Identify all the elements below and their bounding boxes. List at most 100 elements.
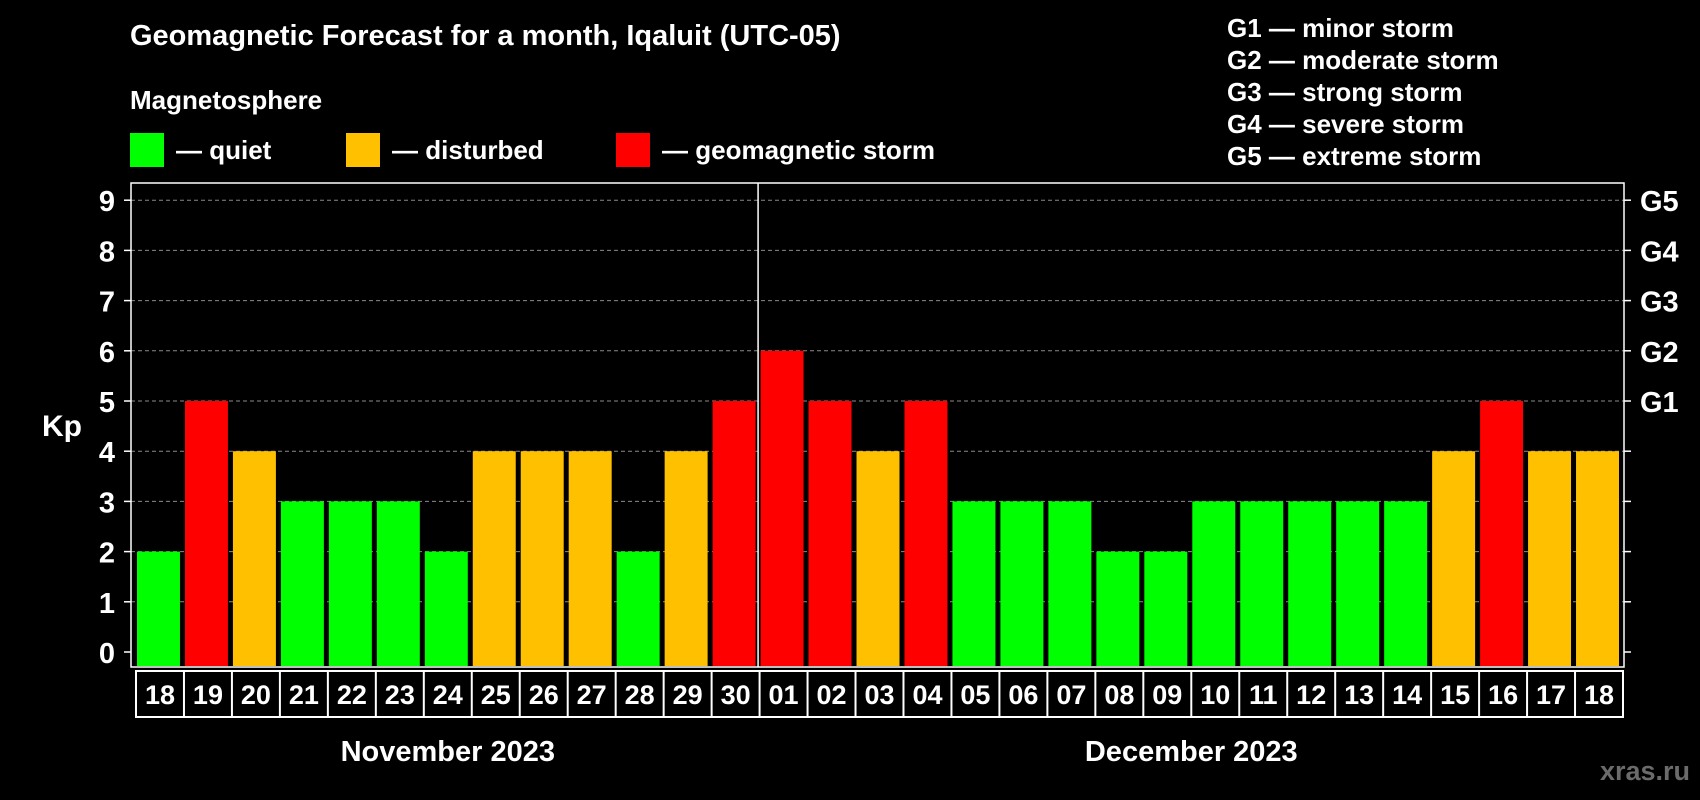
x-tick-label-28: 15: [1440, 680, 1470, 710]
month-label-december: December 2023: [1084, 736, 1298, 768]
bar-13: [712, 401, 756, 666]
right-axis-label-g5: G5: [1640, 186, 1679, 218]
date-strip-frame: [135, 670, 1624, 718]
x-tick-label-27: 14: [1392, 680, 1422, 710]
y-tick-label-6: 6: [99, 337, 115, 369]
x-tick-label-23: 10: [1200, 680, 1230, 710]
x-tick-label-3: 20: [241, 680, 271, 710]
legend-label-quiet: — quiet: [176, 134, 272, 165]
right-axis-label-g3: G3: [1640, 287, 1679, 319]
right-axis-label-g4: G4: [1640, 236, 1679, 268]
bar-22: [1144, 551, 1188, 666]
bar-24: [1240, 501, 1284, 666]
bar-23: [1192, 501, 1236, 666]
bar-20: [1048, 501, 1092, 666]
legend-label-storm: — geomagnetic storm: [662, 134, 936, 165]
bar-28: [1432, 451, 1476, 666]
y-tick-label-8: 8: [99, 236, 115, 268]
legend-swatch-disturbed: [346, 133, 380, 167]
y-tick-label-5: 5: [99, 387, 115, 419]
legend-label-disturbed: — disturbed: [392, 134, 544, 165]
legend-item-storm: — geomagnetic storm: [616, 132, 935, 168]
bar-31: [1576, 451, 1619, 666]
x-tick-label-18: 05: [960, 680, 990, 710]
bar-5: [328, 501, 372, 666]
x-tick-label-6: 23: [385, 680, 415, 710]
storm-level-g3: G3 — strong storm: [1227, 77, 1463, 107]
legend-item-quiet: — quiet: [130, 132, 271, 168]
x-tick-label-26: 13: [1344, 680, 1374, 710]
bar-7: [424, 551, 468, 666]
legend-swatch-storm: [616, 133, 650, 167]
storm-level-g2: G2 — moderate storm: [1227, 45, 1499, 75]
x-tick-label-12: 29: [673, 680, 703, 710]
x-tick-label-17: 04: [912, 680, 942, 710]
bar-11: [616, 551, 660, 666]
x-tick-label-29: 16: [1488, 680, 1518, 710]
storm-level-g4: G4 — severe storm: [1227, 109, 1465, 139]
bar-17: [904, 401, 948, 666]
x-tick-label-4: 21: [289, 680, 319, 710]
bar-19: [1000, 501, 1044, 666]
y-axis-label: Kp: [42, 410, 82, 443]
bar-30: [1528, 451, 1572, 666]
x-tick-label-8: 25: [481, 680, 511, 710]
x-tick-label-7: 24: [433, 680, 463, 710]
bar-15: [808, 401, 852, 666]
x-tick-label-13: 30: [721, 680, 751, 710]
bar-26: [1336, 501, 1380, 666]
bar-3: [232, 451, 276, 666]
x-tick-label-10: 27: [577, 680, 607, 710]
x-tick-label-21: 08: [1104, 680, 1134, 710]
bar-18: [952, 501, 996, 666]
y-tick-label-4: 4: [99, 437, 115, 469]
bar-16: [856, 451, 900, 666]
bar-6: [376, 501, 420, 666]
x-tick-label-9: 26: [529, 680, 559, 710]
bar-1: [137, 551, 180, 666]
bar-25: [1288, 501, 1332, 666]
x-tick-label-30: 17: [1536, 680, 1566, 710]
y-tick-label-2: 2: [99, 538, 115, 570]
x-tick-label-16: 03: [864, 680, 894, 710]
legend-swatch-quiet: [130, 133, 164, 167]
right-axis-label-g2: G2: [1640, 337, 1679, 369]
x-tick-label-14: 01: [769, 680, 799, 710]
bar-8: [472, 451, 516, 666]
x-tick-label-24: 11: [1249, 680, 1278, 710]
x-tick-label-1: 18: [145, 680, 175, 710]
month-label-november: November 2023: [340, 736, 555, 768]
bar-29: [1480, 401, 1524, 666]
bar-9: [520, 451, 564, 666]
storm-level-g5: G5 — extreme storm: [1227, 141, 1482, 171]
storm-level-g1: G1 — minor storm: [1227, 13, 1454, 43]
bar-14: [760, 350, 804, 666]
x-tick-label-31: 18: [1584, 680, 1614, 710]
legend-heading: Magnetosphere: [130, 85, 323, 115]
x-tick-label-15: 02: [817, 680, 847, 710]
x-tick-label-19: 06: [1008, 680, 1038, 710]
x-tick-label-5: 22: [337, 680, 367, 710]
bar-21: [1096, 551, 1140, 666]
bar-4: [280, 501, 324, 666]
x-tick-label-25: 12: [1296, 680, 1326, 710]
storm-level-legend: G1 — minor storm G2 — moderate storm G3 …: [1227, 12, 1499, 172]
x-tick-label-20: 07: [1056, 680, 1086, 710]
watermark: xras.ru: [1599, 756, 1690, 786]
bar-12: [664, 451, 708, 666]
x-tick-label-11: 28: [625, 680, 655, 710]
right-axis-label-g1: G1: [1640, 387, 1679, 419]
y-tick-label-0: 0: [99, 638, 115, 670]
y-tick-label-3: 3: [99, 487, 115, 519]
y-tick-label-1: 1: [99, 588, 115, 620]
y-tick-label-7: 7: [99, 287, 115, 319]
plot-frame: [130, 182, 1625, 668]
y-tick-label-9: 9: [99, 186, 115, 218]
bar-2: [184, 401, 228, 666]
bar-10: [568, 451, 612, 666]
bar-27: [1384, 501, 1428, 666]
x-tick-label-22: 09: [1152, 680, 1182, 710]
legend-item-disturbed: — disturbed: [346, 132, 544, 168]
chart-title: Geomagnetic Forecast for a month, Iqalui…: [130, 20, 841, 52]
